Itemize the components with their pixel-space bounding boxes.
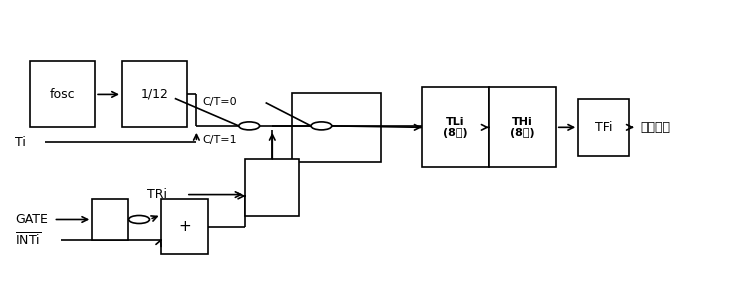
Text: TLi
(8位): TLi (8位) — [443, 116, 468, 138]
Text: C/T=1: C/T=1 — [202, 135, 237, 145]
Bar — [578, 99, 629, 156]
Bar — [246, 159, 299, 216]
Text: 中断请求: 中断请求 — [640, 121, 670, 134]
Circle shape — [311, 122, 332, 130]
Bar — [291, 93, 381, 162]
Bar — [30, 62, 95, 127]
Text: +: + — [178, 219, 190, 234]
Text: 1/12: 1/12 — [140, 88, 169, 101]
Circle shape — [128, 216, 149, 223]
Text: Ti: Ti — [15, 136, 25, 149]
Text: TRi: TRi — [146, 188, 167, 201]
Text: C/T=0: C/T=0 — [202, 97, 237, 107]
Text: fosc: fosc — [49, 88, 75, 101]
Text: $\overline{\rm INTi}$: $\overline{\rm INTi}$ — [15, 232, 41, 249]
Circle shape — [239, 122, 260, 130]
Bar — [489, 87, 556, 167]
Bar — [422, 87, 489, 167]
Bar — [161, 199, 208, 254]
Bar — [122, 62, 187, 127]
Text: THi
(8位): THi (8位) — [510, 116, 535, 138]
Bar — [92, 199, 128, 240]
Text: GATE: GATE — [15, 213, 48, 226]
Text: TFi: TFi — [595, 121, 613, 134]
